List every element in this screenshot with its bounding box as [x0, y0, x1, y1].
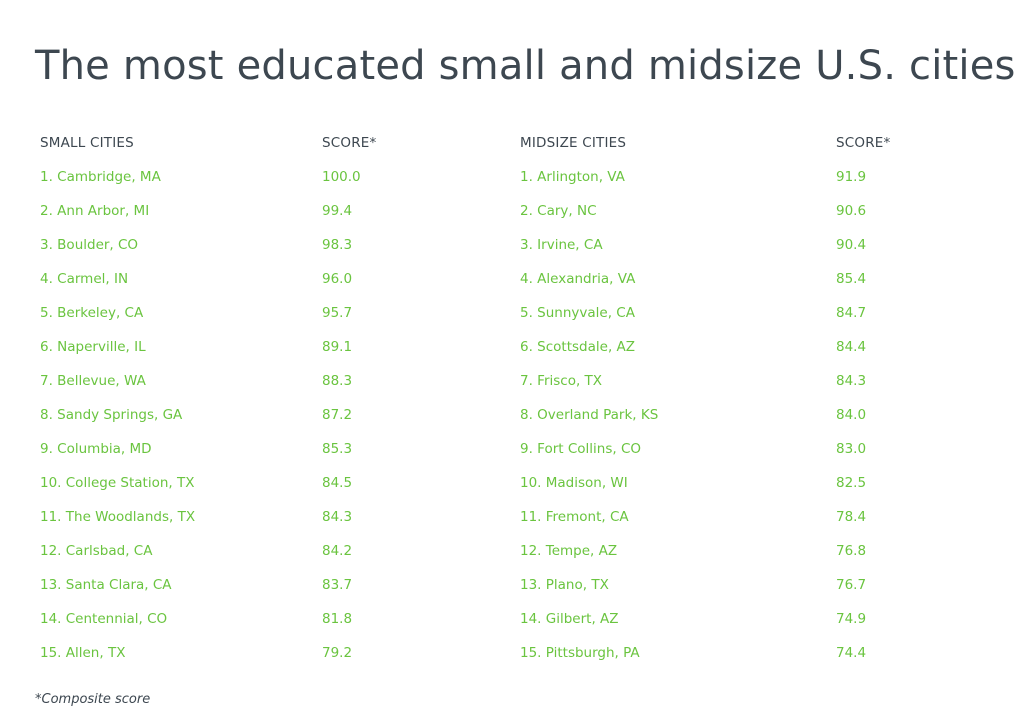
midsize-city-cell: 2. Cary, NC — [520, 203, 597, 219]
table-row: 8. Sandy Springs, GA 87.2 8. Overland Park… — [0, 398, 1024, 432]
midsize-score-cell: 83.0 — [836, 441, 867, 457]
small-score-cell: 95.7 — [322, 305, 353, 321]
midsize-score-cell: 91.9 — [836, 169, 867, 185]
midsize-score-cell: 85.4 — [836, 271, 867, 287]
small-score-cell: 89.1 — [322, 339, 353, 355]
small-score-cell: 100.0 — [322, 169, 361, 185]
midsize-city-cell: 5. Sunnyvale, CA — [520, 305, 635, 321]
table-row: 2. Ann Arbor, MI 99.4 2. Cary, NC 90.6 — [0, 194, 1024, 228]
table-row: 5. Berkeley, CA 95.7 5. Sunnyvale, CA 84.7 — [0, 296, 1024, 330]
small-city-cell: 11. The Woodlands, TX — [40, 509, 196, 525]
midsize-score-cell: 90.4 — [836, 237, 867, 253]
midsize-city-cell: 9. Fort Collins, CO — [520, 441, 642, 457]
table-row: 4. Carmel, IN 96.0 4. Alexandria, VA 85.4 — [0, 262, 1024, 296]
small-score-cell: 99.4 — [322, 203, 353, 219]
table-row: 10. College Station, TX 84.5 10. Madison, … — [0, 466, 1024, 500]
small-score-cell: 83.7 — [322, 577, 353, 593]
rankings-table: SMALL CITIES SCORE* MIDSIZE CITIES SCORE… — [0, 126, 1024, 670]
small-city-cell: 6. Naperville, IL — [40, 339, 146, 355]
small-city-cell: 1. Cambridge, MA — [40, 169, 161, 185]
small-city-cell: 2. Ann Arbor, MI — [40, 203, 150, 219]
small-city-cell: 7. Bellevue, WA — [40, 373, 146, 389]
midsize-score-cell: 82.5 — [836, 475, 867, 491]
small-score-cell: 96.0 — [322, 271, 353, 287]
table-row: 1. Cambridge, MA 100.0 1. Arlington, VA 91.… — [0, 160, 1024, 194]
small-city-cell: 10. College Station, TX — [40, 475, 195, 491]
table-row: 14. Centennial, CO 81.8 14. Gilbert, AZ 74.… — [0, 602, 1024, 636]
midsize-score-cell: 84.0 — [836, 407, 867, 423]
table-row: 13. Santa Clara, CA 83.7 13. Plano, TX 76.7 — [0, 568, 1024, 602]
midsize-city-cell: 14. Gilbert, AZ — [520, 611, 619, 627]
small-city-cell: 13. Santa Clara, CA — [40, 577, 172, 593]
small-score-cell: 84.5 — [322, 475, 353, 491]
table-body: 1. Cambridge, MA 100.0 1. Arlington, VA 91.… — [0, 160, 1024, 670]
midsize-city-cell: 12. Tempe, AZ — [520, 543, 618, 559]
header-midsize-cities: MIDSIZE CITIES — [520, 135, 627, 151]
midsize-score-cell: 84.7 — [836, 305, 867, 321]
midsize-score-cell: 78.4 — [836, 509, 867, 525]
small-city-cell: 14. Centennial, CO — [40, 611, 168, 627]
header-midsize-score: SCORE* — [836, 135, 891, 151]
table-row: 9. Columbia, MD 85.3 9. Fort Collins, CO 83… — [0, 432, 1024, 466]
small-city-cell: 12. Carlsbad, CA — [40, 543, 153, 559]
small-score-cell: 84.3 — [322, 509, 353, 525]
small-score-cell: 87.2 — [322, 407, 353, 423]
footnote: *Composite score — [35, 692, 151, 707]
midsize-city-cell: 10. Madison, WI — [520, 475, 628, 491]
page-title: The most educated small and midsize U.S.… — [35, 43, 1016, 89]
midsize-city-cell: 4. Alexandria, VA — [520, 271, 636, 287]
small-score-cell: 98.3 — [322, 237, 353, 253]
midsize-city-cell: 1. Arlington, VA — [520, 169, 625, 185]
small-score-cell: 79.2 — [322, 645, 353, 661]
midsize-score-cell: 74.9 — [836, 611, 867, 627]
small-city-cell: 9. Columbia, MD — [40, 441, 152, 457]
midsize-score-cell: 84.3 — [836, 373, 867, 389]
small-city-cell: 5. Berkeley, CA — [40, 305, 144, 321]
table-row: 15. Allen, TX 79.2 15. Pittsburgh, PA 74.4 — [0, 636, 1024, 670]
table-row: 3. Boulder, CO 98.3 3. Irvine, CA 90.4 — [0, 228, 1024, 262]
table-row: 11. The Woodlands, TX 84.3 11. Fremont, CA… — [0, 500, 1024, 534]
midsize-city-cell: 6. Scottsdale, AZ — [520, 339, 636, 355]
small-city-cell: 4. Carmel, IN — [40, 271, 129, 287]
header-small-score: SCORE* — [322, 135, 377, 151]
midsize-city-cell: 15. Pittsburgh, PA — [520, 645, 640, 661]
table-header-row: SMALL CITIES SCORE* MIDSIZE CITIES SCORE… — [0, 126, 1024, 160]
midsize-city-cell: 8. Overland Park, KS — [520, 407, 659, 423]
midsize-score-cell: 76.8 — [836, 543, 867, 559]
midsize-city-cell: 7. Frisco, TX — [520, 373, 603, 389]
midsize-score-cell: 76.7 — [836, 577, 867, 593]
small-score-cell: 81.8 — [322, 611, 353, 627]
small-city-cell: 8. Sandy Springs, GA — [40, 407, 183, 423]
midsize-score-cell: 84.4 — [836, 339, 867, 355]
header-small-cities: SMALL CITIES — [40, 135, 134, 151]
midsize-city-cell: 13. Plano, TX — [520, 577, 609, 593]
table-row: 7. Bellevue, WA 88.3 7. Frisco, TX 84.3 — [0, 364, 1024, 398]
small-city-cell: 15. Allen, TX — [40, 645, 126, 661]
table-row: 6. Naperville, IL 89.1 6. Scottsdale, AZ 84… — [0, 330, 1024, 364]
midsize-city-cell: 3. Irvine, CA — [520, 237, 603, 253]
small-score-cell: 85.3 — [322, 441, 353, 457]
midsize-score-cell: 90.6 — [836, 203, 867, 219]
midsize-score-cell: 74.4 — [836, 645, 867, 661]
small-score-cell: 84.2 — [322, 543, 353, 559]
small-city-cell: 3. Boulder, CO — [40, 237, 139, 253]
table-row: 12. Carlsbad, CA 84.2 12. Tempe, AZ 76.8 — [0, 534, 1024, 568]
midsize-city-cell: 11. Fremont, CA — [520, 509, 629, 525]
small-score-cell: 88.3 — [322, 373, 353, 389]
